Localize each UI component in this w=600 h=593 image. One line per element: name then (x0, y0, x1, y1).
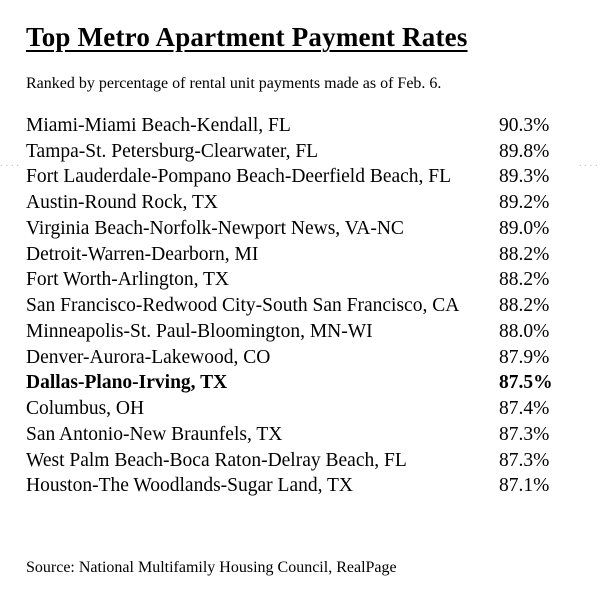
metro-name: Fort Worth-Arlington, TX (26, 267, 499, 293)
table-row: San Francisco-Redwood City-South San Fra… (26, 293, 574, 319)
metro-name: Columbus, OH (26, 396, 499, 422)
table-row: Houston-The Woodlands-Sugar Land, TX87.1… (26, 473, 574, 499)
payment-rate: 88.2% (499, 242, 574, 268)
table-row: Virginia Beach-Norfolk-Newport News, VA-… (26, 216, 574, 242)
metro-name: Miami-Miami Beach-Kendall, FL (26, 113, 499, 139)
table-row: Columbus, OH87.4% (26, 396, 574, 422)
table-row: Fort Worth-Arlington, TX88.2% (26, 267, 574, 293)
payment-rate: 88.2% (499, 293, 574, 319)
page-subtitle: Ranked by percentage of rental unit paym… (26, 75, 574, 93)
payment-rate: 88.2% (499, 267, 574, 293)
payment-rate: 87.5% (499, 370, 574, 396)
metro-name: Minneapolis-St. Paul-Bloomington, MN-WI (26, 319, 499, 345)
table-row: Minneapolis-St. Paul-Bloomington, MN-WI8… (26, 319, 574, 345)
payment-rate: 87.1% (499, 473, 574, 499)
payment-rate: 87.3% (499, 448, 574, 474)
payment-rate: 89.0% (499, 216, 574, 242)
rates-table: Miami-Miami Beach-Kendall, FL90.3%Tampa-… (26, 113, 574, 499)
metro-name: Virginia Beach-Norfolk-Newport News, VA-… (26, 216, 499, 242)
metro-name: Denver-Aurora-Lakewood, CO (26, 345, 499, 371)
payment-rate: 87.3% (499, 422, 574, 448)
table-row: West Palm Beach-Boca Raton-Delray Beach,… (26, 448, 574, 474)
metro-name: Austin-Round Rock, TX (26, 190, 499, 216)
table-row: Fort Lauderdale-Pompano Beach-Deerfield … (26, 164, 574, 190)
decorative-dots-left: ···· (0, 161, 21, 172)
metro-name: Fort Lauderdale-Pompano Beach-Deerfield … (26, 164, 499, 190)
payment-rate: 87.9% (499, 345, 574, 371)
metro-name: West Palm Beach-Boca Raton-Delray Beach,… (26, 448, 499, 474)
metro-name: San Francisco-Redwood City-South San Fra… (26, 293, 499, 319)
metro-name: Dallas-Plano-Irving, TX (26, 370, 499, 396)
table-row: Austin-Round Rock, TX89.2% (26, 190, 574, 216)
table-row: Denver-Aurora-Lakewood, CO87.9% (26, 345, 574, 371)
table-row: Dallas-Plano-Irving, TX87.5% (26, 370, 574, 396)
payment-rate: 89.8% (499, 139, 574, 165)
metro-name: San Antonio-New Braunfels, TX (26, 422, 499, 448)
table-row: San Antonio-New Braunfels, TX87.3% (26, 422, 574, 448)
payment-rate: 87.4% (499, 396, 574, 422)
metro-name: Detroit-Warren-Dearborn, MI (26, 242, 499, 268)
payment-rate: 89.3% (499, 164, 574, 190)
table-row: Detroit-Warren-Dearborn, MI88.2% (26, 242, 574, 268)
table-row: Miami-Miami Beach-Kendall, FL90.3% (26, 113, 574, 139)
metro-name: Houston-The Woodlands-Sugar Land, TX (26, 473, 499, 499)
table-row: Tampa-St. Petersburg-Clearwater, FL89.8% (26, 139, 574, 165)
page-title: Top Metro Apartment Payment Rates (26, 22, 574, 53)
payment-rate: 88.0% (499, 319, 574, 345)
payment-rate: 90.3% (499, 113, 574, 139)
decorative-dots-right: ···· (579, 161, 600, 172)
payment-rate: 89.2% (499, 190, 574, 216)
source-line: Source: National Multifamily Housing Cou… (26, 559, 397, 577)
metro-name: Tampa-St. Petersburg-Clearwater, FL (26, 139, 499, 165)
